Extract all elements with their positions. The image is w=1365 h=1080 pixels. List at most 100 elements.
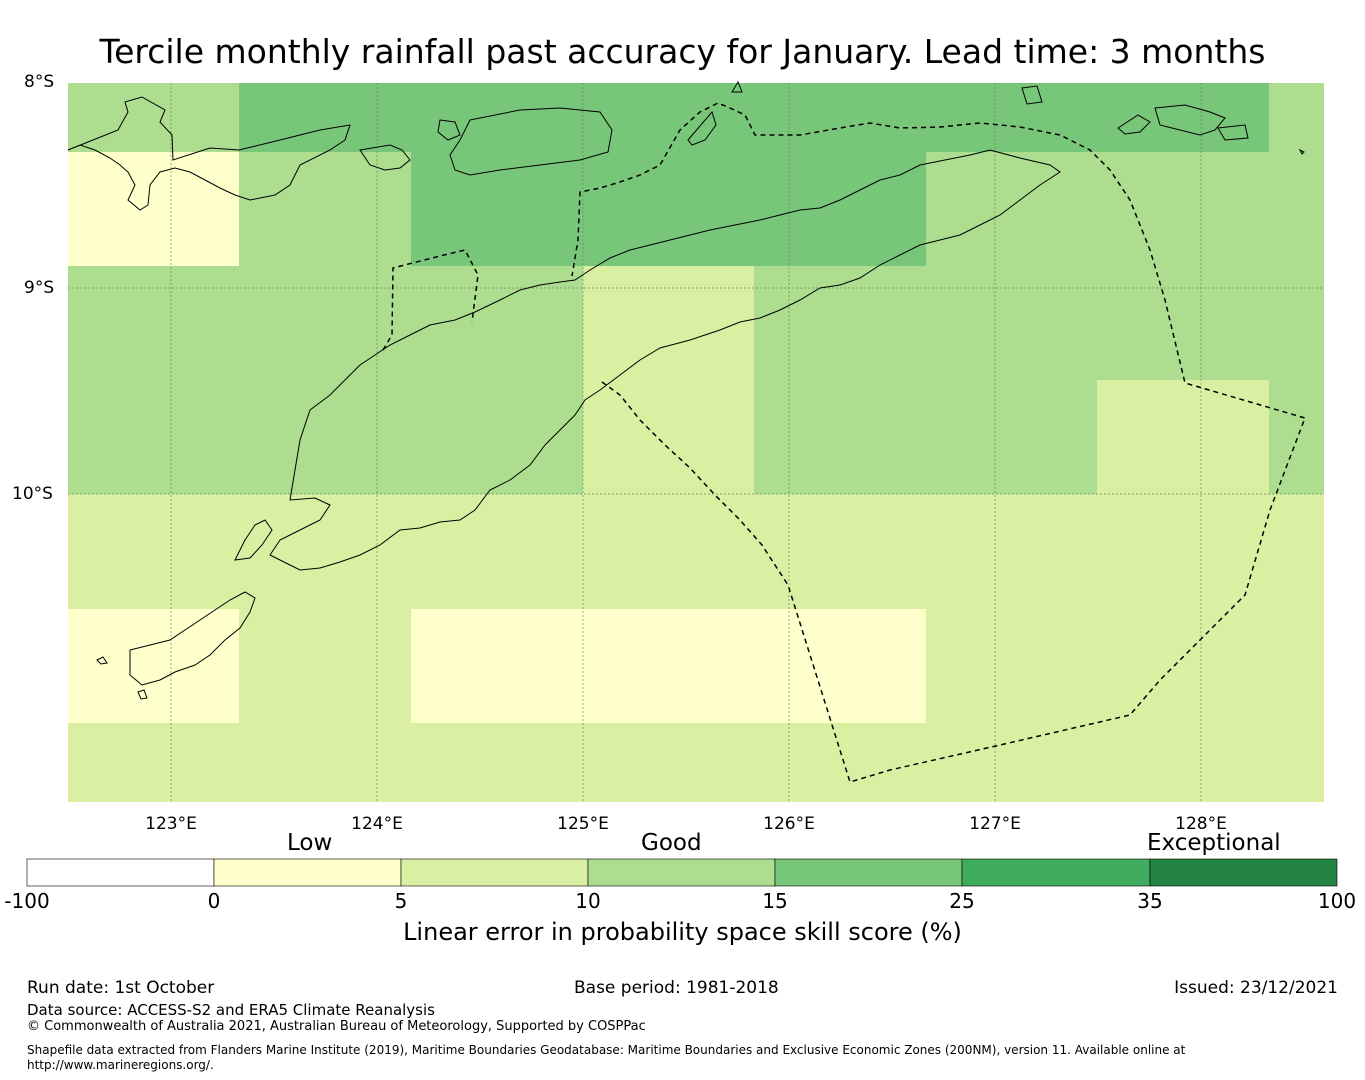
colorbar-tick-100: 100 [1317, 889, 1357, 913]
coastline-island-a [437, 119, 461, 141]
skill-cell [754, 723, 926, 802]
skill-cell [754, 83, 926, 152]
base-period: Base period: 1981-2018 [574, 978, 779, 998]
skill-cell [754, 152, 926, 266]
skill-cell [68, 83, 239, 152]
coastline-timor [269, 149, 1061, 571]
legend-category-good: Good [641, 830, 702, 856]
skill-cell [1269, 266, 1324, 380]
skill-cell [1097, 152, 1269, 266]
skill-cell [754, 609, 926, 723]
coastline-rote [234, 519, 273, 561]
colorbar-segment [400, 858, 589, 887]
run-date: Run date: 1st October [27, 978, 215, 998]
skill-cell [926, 152, 1097, 266]
colorbar-tick-25: 25 [949, 889, 975, 913]
lon-label-125e: 125°E [557, 814, 609, 834]
coastline-wetar [449, 107, 613, 176]
skill-cell [68, 609, 239, 723]
skill-cell [68, 152, 239, 266]
colorbar-tick-15: 15 [762, 889, 788, 913]
colorbar-tick-5: 5 [394, 889, 408, 913]
skill-cell [926, 380, 1097, 494]
graticule [68, 83, 1324, 802]
coastline-flores [67, 96, 351, 211]
skill-cell [926, 266, 1097, 380]
data-source: Data source: ACCESS-S2 and ERA5 Climate … [27, 1001, 435, 1019]
skill-cell [754, 380, 926, 494]
coastline-islet-b [96, 656, 108, 665]
skill-cell [1097, 723, 1269, 802]
colorbar-tick-neg100: -100 [4, 889, 50, 913]
skill-cell [926, 723, 1097, 802]
coastline-atauro [687, 110, 717, 146]
colorbar-segment [587, 858, 776, 887]
lon-label-124e: 124°E [351, 814, 403, 834]
skill-cell [583, 83, 754, 152]
skill-cell [411, 723, 583, 802]
coastline-kisar [1021, 85, 1043, 105]
skill-cell [754, 494, 926, 609]
skill-cell [411, 380, 583, 494]
shapefile-credit: Shapefile data extracted from Flanders M… [27, 1043, 1186, 1057]
lon-label-127e: 127°E [969, 814, 1021, 834]
coastline-islet-c [137, 689, 148, 700]
skill-cell [239, 609, 411, 723]
skill-cell [583, 723, 754, 802]
eez-timor-leste-main [571, 102, 1306, 783]
skill-cell [1097, 266, 1269, 380]
coastline-islet-e [731, 80, 743, 93]
coastline-alor [359, 144, 411, 171]
colorbar-segment [774, 858, 963, 887]
copyright: © Commonwealth of Australia 2021, Austra… [27, 1019, 646, 1034]
skill-cell [583, 152, 754, 266]
lat-label-8s: 8°S [24, 72, 55, 92]
skill-cell [583, 266, 754, 380]
colorbar-tick-0: 0 [207, 889, 221, 913]
skill-cell [583, 609, 754, 723]
lat-label-10s: 10°S [12, 484, 53, 504]
skill-cell [68, 266, 239, 380]
skill-cell [239, 83, 411, 152]
coastline-islet-d [1298, 148, 1305, 155]
skill-cell [1097, 83, 1269, 152]
skill-cell [1097, 494, 1269, 609]
lon-label-126e: 126°E [763, 814, 815, 834]
coastline-lakor [1217, 124, 1249, 141]
skill-cell [411, 83, 583, 152]
skill-cell [411, 609, 583, 723]
colorbar-segment [26, 858, 215, 887]
coastline-sumba-east [129, 591, 256, 686]
colorbar-tick-35: 35 [1137, 889, 1163, 913]
chart-title: Tercile monthly rainfall past accuracy f… [99, 32, 1266, 71]
issued-date: Issued: 23/12/2021 [1174, 978, 1338, 998]
skill-cell [411, 494, 583, 609]
coastline-leti [1117, 114, 1151, 135]
skill-cell [1269, 83, 1324, 152]
colorbar-label: Linear error in probability space skill … [403, 918, 962, 946]
shapefile-url: http://www.marineregions.org/. [27, 1058, 214, 1072]
colorbar-segment [213, 858, 402, 887]
skill-cell [926, 83, 1097, 152]
skill-cell [68, 494, 239, 609]
legend-category-low: Low [287, 830, 333, 856]
maritime-boundaries [382, 102, 1306, 783]
coastlines [67, 80, 1305, 700]
skill-cell [239, 152, 411, 266]
skill-cell [1269, 723, 1324, 802]
lat-label-9s: 9°S [24, 278, 55, 298]
lon-label-128e: 128°E [1175, 814, 1227, 834]
colorbar-segment [961, 858, 1151, 887]
skill-cell [926, 609, 1097, 723]
skill-cell [68, 380, 239, 494]
skill-cell [583, 380, 754, 494]
lon-label-123e: 123°E [145, 814, 197, 834]
skill-cell [68, 723, 239, 802]
skill-cell [1269, 494, 1324, 609]
skill-cell [926, 494, 1097, 609]
skill-cell [239, 266, 411, 380]
skill-cell [239, 723, 411, 802]
skill-cell [1269, 609, 1324, 723]
